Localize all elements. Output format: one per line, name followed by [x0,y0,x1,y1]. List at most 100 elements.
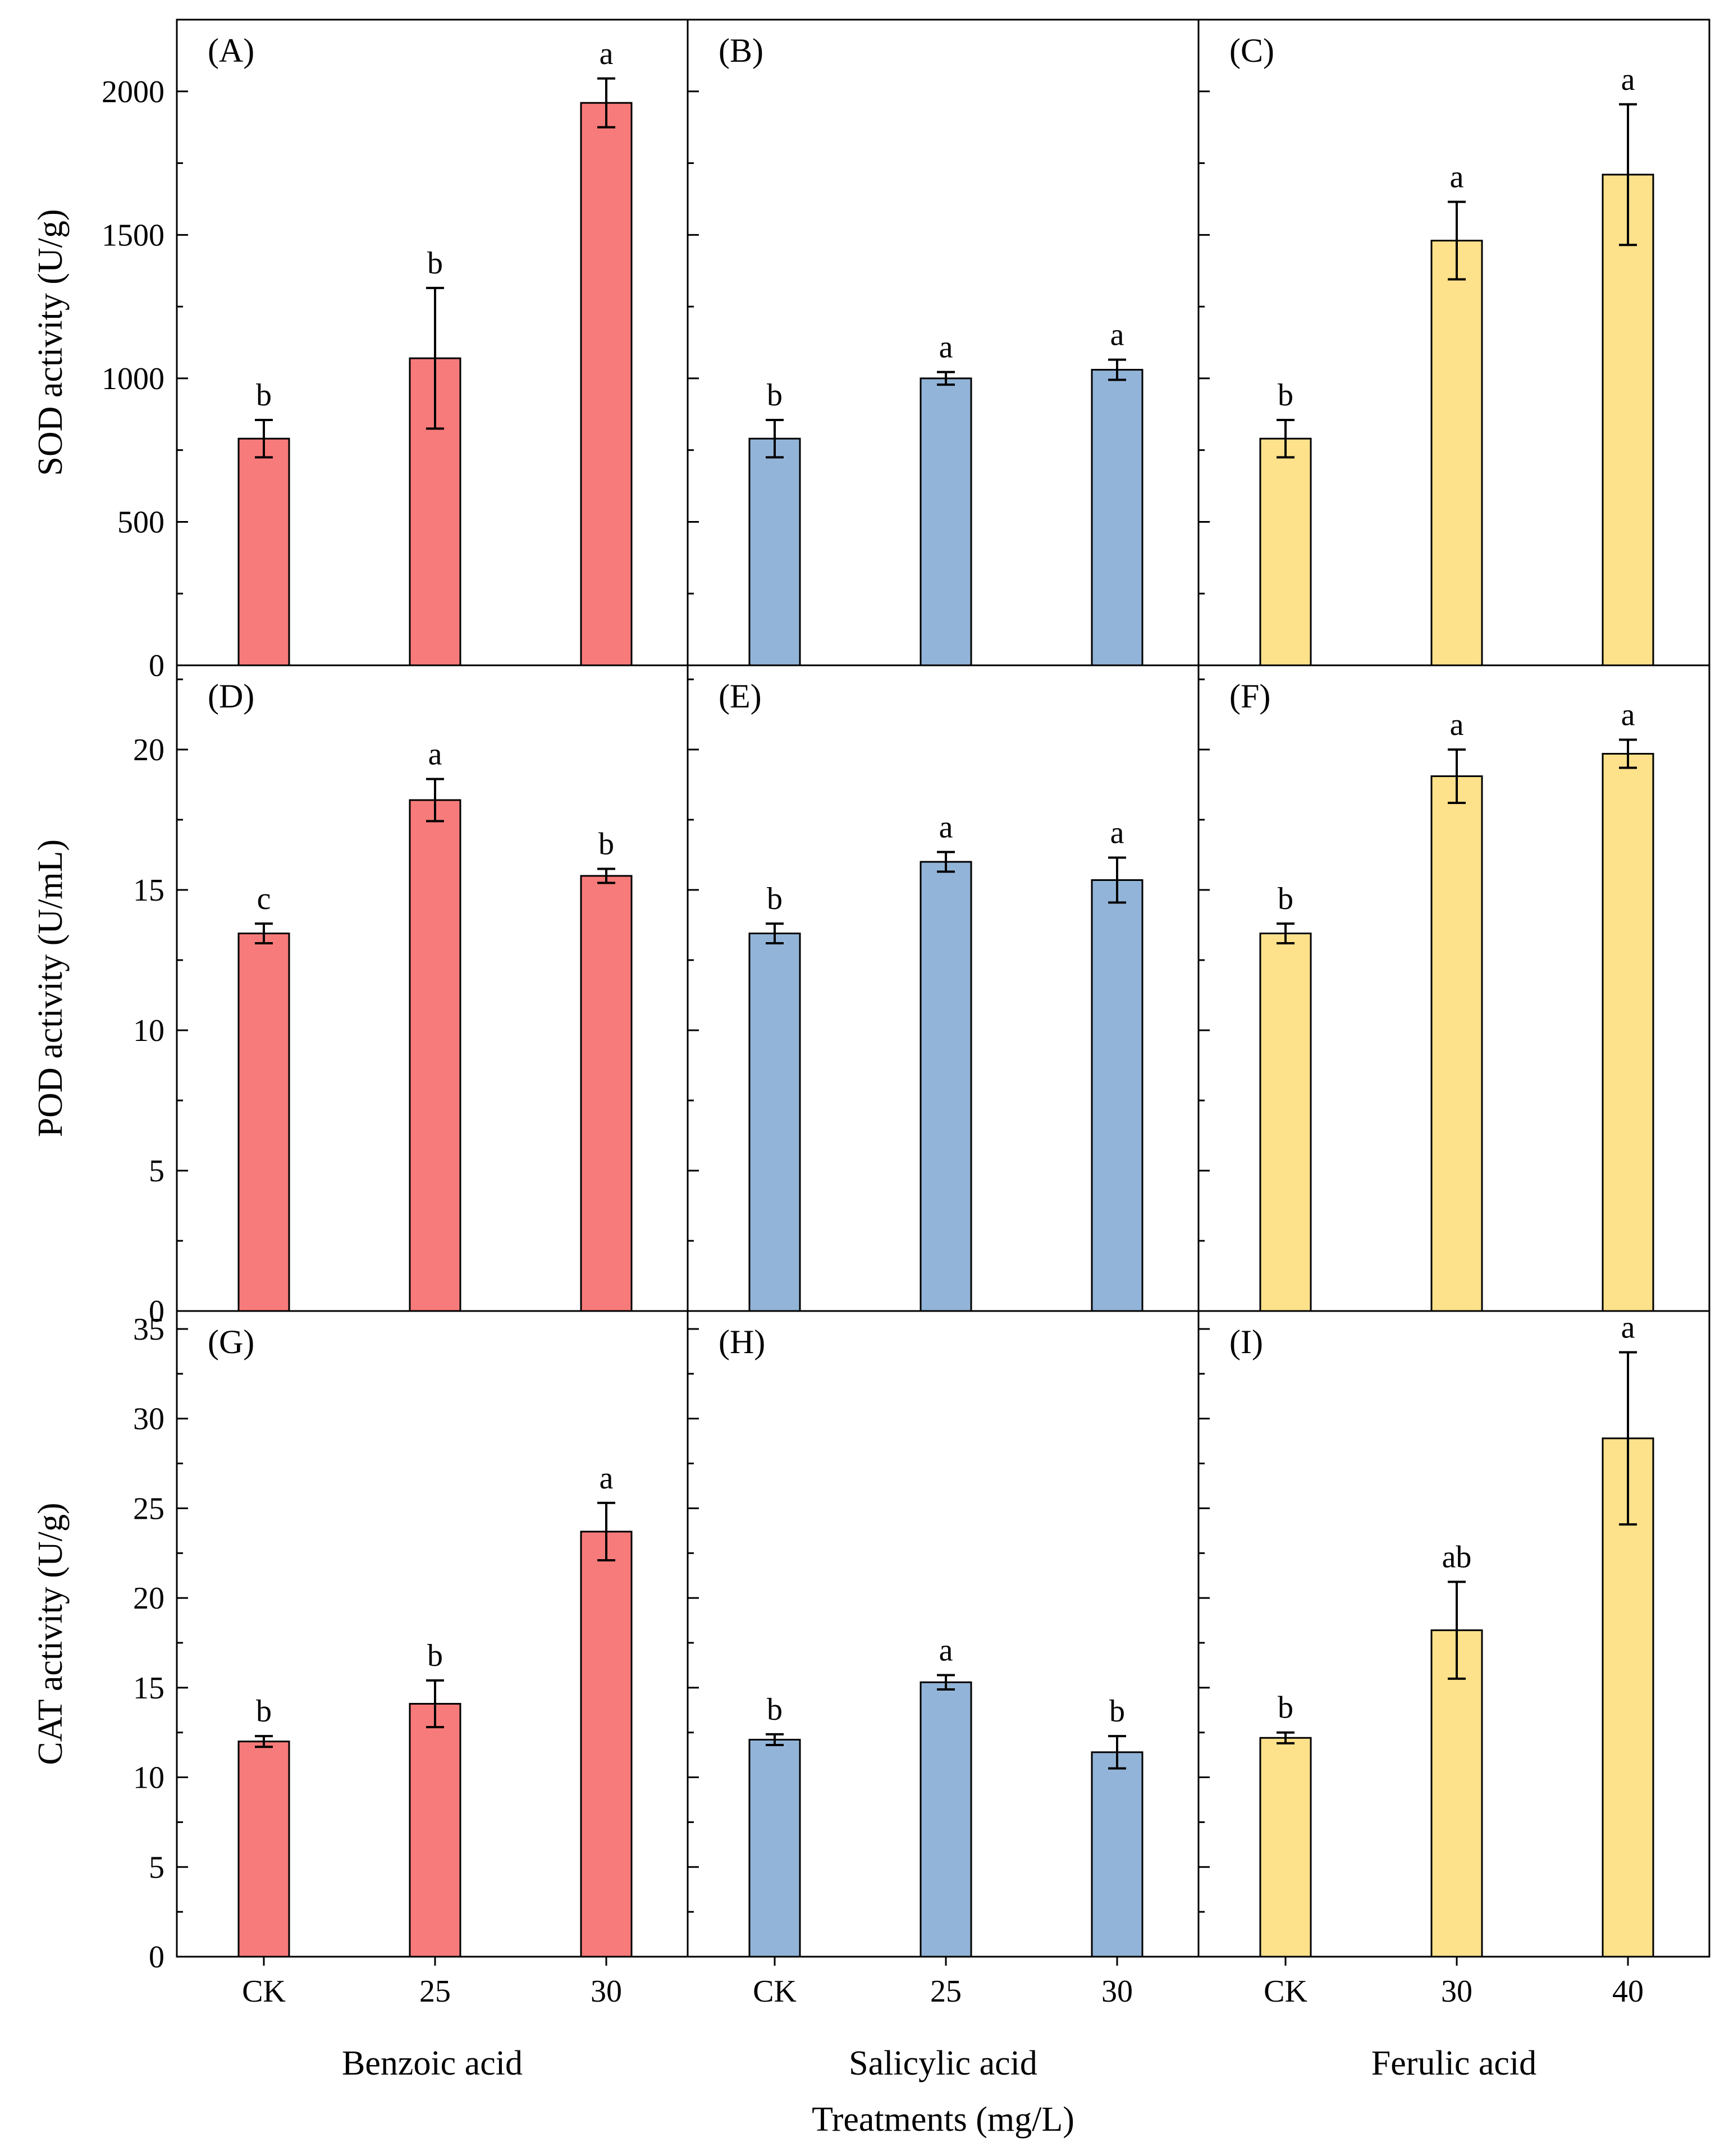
significance-label: a [1110,816,1124,851]
panel-i: (I) b CK ab 30 a 40 Ferulic acid [1197,1310,1710,2082]
bar [580,102,633,666]
significance-label: a [600,36,614,71]
y-tick-label: 2000 [102,75,164,109]
significance-label: b [598,827,614,862]
significance-label: a [428,737,442,772]
x-tick-label: 30 [591,1974,622,2009]
y-tick-label: 0 [149,1940,164,1975]
significance-label: b [1278,1691,1293,1725]
bar [1091,369,1143,666]
y-tick-label: 30 [133,1402,164,1437]
y-tick-label: 1500 [102,218,164,253]
significance-label: b [256,378,272,413]
bar [580,875,633,1312]
x-axis-title: Treatments (mg/L) [812,2100,1074,2139]
significance-label: a [1450,707,1464,742]
y-tick-label: 1000 [102,362,164,396]
panel-label: (G) [208,1323,254,1360]
bar [1602,173,1654,666]
bar [237,437,290,666]
significance-label: a [939,810,953,845]
panel-label: (I) [1229,1323,1263,1360]
significance-label: b [1109,1694,1125,1729]
significance-label: b [1278,378,1293,413]
group-label: Benzoic acid [342,2044,523,2082]
bar [580,1531,633,1958]
y-tick-label: 15 [133,1671,164,1706]
significance-label: b [767,881,783,916]
bar [409,799,461,1312]
x-tick-label: 25 [419,1974,451,2009]
significance-label: b [1278,881,1293,916]
bar [1259,933,1312,1312]
y-tick-label: 10 [133,1013,164,1048]
panel-c: (C) b a a [1197,19,1710,666]
significance-label: b [427,1638,443,1673]
bar [1430,775,1483,1312]
panel-b: (B) b a a [687,19,1200,666]
significance-label: c [257,881,271,916]
y-axis-title: POD activity (U/mL) [31,839,70,1137]
panel-e: (E) b a a [687,664,1200,1312]
significance-label: a [1110,318,1124,353]
significance-label: b [767,378,783,413]
significance-label: a [939,1633,953,1668]
x-tick-label: CK [242,1974,286,2009]
y-axis-title: SOD activity (U/g) [31,209,70,476]
significance-label: a [1450,160,1464,195]
bar [1430,1629,1483,1958]
y-tick-label: 20 [133,733,164,768]
y-tick-label: 500 [117,505,164,540]
panel-label: (H) [719,1323,765,1360]
panel-label: (D) [208,678,254,715]
panel-label: (C) [1229,32,1274,69]
bar [920,377,972,666]
y-tick-label: 25 [133,1491,164,1526]
bar [1259,1737,1312,1958]
bar [748,933,801,1312]
y-axis-title: CAT activity (U/g) [31,1502,70,1765]
group-label: Salicylic acid [849,2044,1037,2082]
y-tick-label: 0 [149,1294,164,1329]
bar [920,861,972,1312]
bar [237,933,290,1312]
y-tick-label: 35 [133,1312,164,1347]
x-tick-label: 25 [930,1974,962,2009]
panel-label: (E) [719,678,762,715]
y-tick-label: 5 [149,1850,164,1885]
x-tick-label: 40 [1612,1974,1644,2009]
y-tick-label: 5 [149,1154,164,1189]
x-tick-label: CK [753,1974,797,2009]
x-tick-label: 30 [1101,1974,1133,2009]
y-tick-label: 10 [133,1761,164,1796]
significance-label: a [1621,1310,1635,1345]
x-tick-label: 30 [1441,1974,1472,2009]
panel-a: 0 500 1000 1500 2000 SOD activity (U/g) (A) b b a [31,19,689,683]
y-tick-label: 15 [133,873,164,908]
significance-label: b [767,1692,783,1727]
panel-g: 0 5 10 15 20 25 30 35 CAT activity (U/g) (G) b CK b 2… [31,1310,689,2082]
panel-d: 0 5 10 15 20 POD activity (U/mL) (D) c a b [31,664,689,1329]
panel-label: (F) [1229,678,1270,715]
bar [748,437,801,666]
bar [1091,1751,1143,1958]
group-label: Ferulic acid [1371,2044,1536,2082]
significance-label: a [1621,62,1635,97]
bar [409,1703,461,1958]
panel-label: (B) [719,32,763,69]
significance-label: a [600,1461,614,1496]
bar [920,1681,972,1958]
panel-h: (H) b CK a 25 b 30 Salicylic acid [687,1310,1200,2082]
significance-label: b [256,1694,272,1729]
significance-label: a [1621,698,1635,733]
bar [1602,753,1654,1312]
panel-label: (A) [208,32,254,69]
bar [1259,437,1312,666]
bar [1430,240,1483,666]
bar [748,1738,801,1958]
significance-label: ab [1442,1540,1472,1574]
bar [237,1741,290,1958]
y-tick-label: 0 [149,648,164,683]
